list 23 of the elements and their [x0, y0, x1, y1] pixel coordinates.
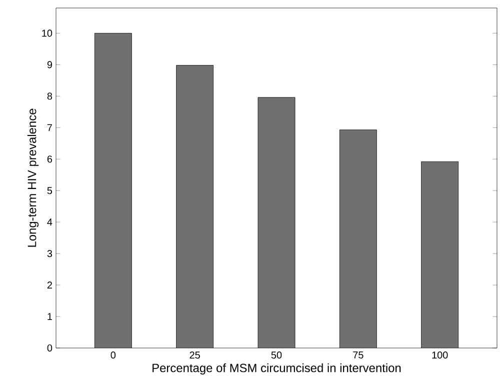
- y-tick-label: 9: [47, 61, 52, 68]
- y-tick-label: 10: [42, 30, 52, 37]
- x-axis-title: Percentage of MSM circumcised in intervention: [152, 363, 401, 375]
- y-tick-label: 7: [47, 124, 52, 132]
- y-tick-label: 6: [47, 156, 52, 163]
- bar: [176, 65, 214, 348]
- x-tick-label: 75: [353, 352, 364, 358]
- y-tick-label: 5: [47, 187, 52, 194]
- y-tick-label: 1: [48, 313, 52, 320]
- y-axis-title: Long-term HIV prevalence: [27, 108, 39, 247]
- y-tick-label: 2: [47, 282, 52, 289]
- bar: [421, 161, 459, 348]
- bar: [94, 32, 132, 348]
- bar: [339, 130, 377, 348]
- x-tick-label: 50: [271, 352, 282, 359]
- bar: [258, 97, 296, 348]
- x-tick-label: 25: [190, 352, 200, 359]
- y-tick-label: 8: [47, 92, 52, 100]
- x-tick-label: 100: [432, 352, 448, 359]
- x-tick-label: 0: [110, 352, 116, 359]
- y-tick-label: 0: [47, 344, 52, 352]
- y-tick-label: 3: [47, 250, 52, 258]
- y-tick-label: 4: [47, 218, 52, 226]
